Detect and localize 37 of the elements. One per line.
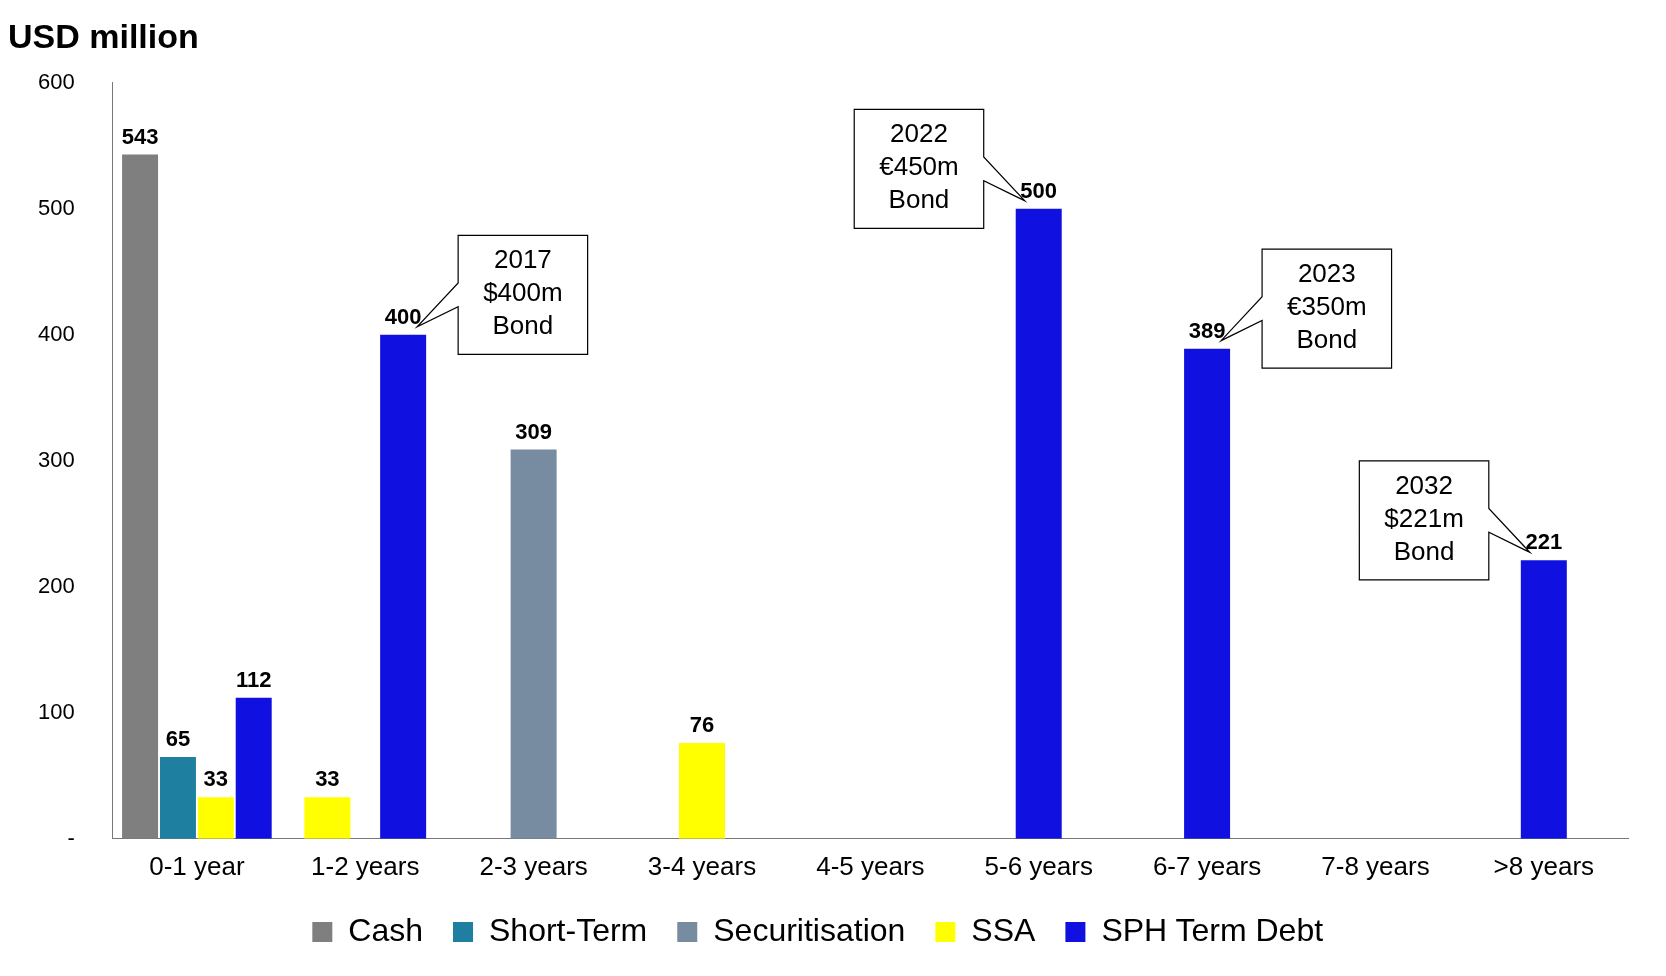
y-tick-label: 600 [37,68,75,94]
legend-label: Short-Term [489,911,648,948]
x-tick-label: 6-7 years [1152,850,1262,881]
legend-label: Securitisation [713,911,906,948]
y-tick-label: 400 [37,320,75,346]
y-tick-label: 100 [37,698,75,724]
data-label: 500 [1020,177,1058,203]
annotation: 2017 $400m Bond [483,244,563,341]
y-tick-label: 200 [37,572,75,598]
data-label: 389 [1188,317,1226,343]
annotation: 2032 $221m Bond [1384,470,1464,567]
x-tick-label: 1-2 years [311,850,420,881]
data-label: 33 [203,766,229,792]
x-tick-label: 2-3 years [479,850,588,881]
legend-label: Cash [348,911,424,948]
x-tick-label: 4-5 years [816,850,925,881]
annotation: 2023 €350m Bond [1287,258,1367,355]
x-tick-label: 0-1 year [149,850,245,881]
annotation: 2022 €450m Bond [879,118,959,215]
data-label: 65 [165,725,191,751]
data-label: 221 [1525,529,1563,555]
data-label: 400 [384,303,422,329]
x-tick-label: 5-6 years [984,850,1093,881]
y-tick-label: 500 [37,194,75,220]
legend-label: SSA [971,911,1037,948]
y-tick-label: - [67,824,75,850]
data-label: 112 [235,666,272,692]
x-tick-label: >8 years [1493,850,1595,881]
y-tick-label: 300 [37,446,75,472]
x-tick-label: 7-8 years [1321,850,1430,881]
data-label: 76 [689,712,715,738]
chart-title: USD million [8,16,199,55]
legend-label: SPH Term Debt [1101,911,1324,948]
data-label: 309 [515,418,552,444]
data-label: 33 [315,766,340,792]
data-label: 543 [121,123,159,149]
x-tick-label: 3-4 years [647,850,757,881]
